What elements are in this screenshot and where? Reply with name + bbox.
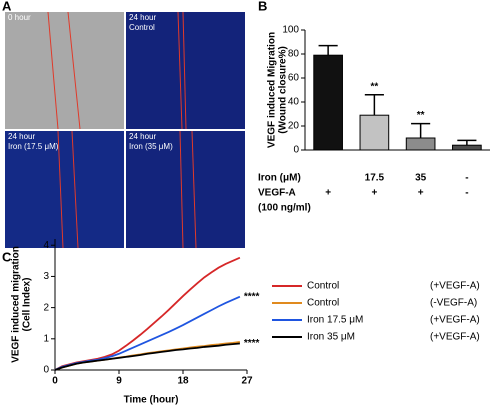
bar: [405, 137, 436, 151]
panel-label: A: [2, 0, 12, 13]
y-axis-label: VEGF induced migration: [11, 246, 22, 363]
legend-label: Control: [307, 298, 339, 309]
y-axis-label: VEGF induced Migration: [267, 32, 278, 148]
image-label: 24 hour: [129, 132, 156, 141]
y-axis-label: (Cell Index): [22, 278, 33, 332]
x-tick-label: 0: [52, 376, 58, 387]
x-table-cell: 17.5: [365, 173, 385, 184]
y-tick-label: 60: [288, 73, 300, 84]
legend-condition: (+VEGF-A): [430, 315, 480, 326]
x-table-cell: +: [371, 188, 377, 199]
y-tick-label: 1: [43, 333, 49, 344]
series-line: [54, 295, 241, 371]
x-table-cell: -: [465, 173, 468, 184]
y-tick-label: 3: [43, 271, 49, 282]
bar: [452, 144, 482, 151]
y-tick-label: 0: [43, 365, 49, 376]
significance: ****: [244, 338, 260, 349]
panel-label: C: [2, 249, 12, 264]
bar: [359, 114, 390, 151]
image-label: 24 hour: [8, 132, 35, 141]
panel-a-images: 0 hour 24 hour Control 24 hour Iron (17.…: [5, 11, 245, 249]
image-label: 0 hour: [8, 13, 31, 22]
x-table-cell: 35: [415, 173, 427, 184]
y-tick-label: 20: [288, 121, 300, 132]
wound-edge: [182, 11, 187, 130]
wound-edge: [47, 11, 59, 130]
wound-edge: [179, 130, 184, 249]
panel-label: B: [258, 0, 267, 13]
x-table-row-label: VEGF-A: [258, 188, 296, 199]
y-tick-label: 0: [293, 145, 299, 156]
significance: **: [370, 81, 378, 92]
x-tick-label: 27: [241, 376, 253, 387]
image-label: 24 hour: [129, 13, 156, 22]
x-axis-label: Time (hour): [124, 395, 179, 406]
x-tick-label: 9: [116, 376, 122, 387]
image-label: Iron (35 μM): [129, 142, 173, 151]
significance: **: [417, 110, 425, 121]
y-tick-label: 80: [288, 49, 300, 60]
x-table-row-label: Iron (μM): [258, 173, 301, 184]
x-table-cell: +: [325, 188, 331, 199]
image-label: Iron (17.5 μM): [8, 142, 59, 151]
image-label: Control: [129, 23, 155, 32]
series-line: [54, 342, 240, 371]
significance: ****: [244, 291, 260, 302]
wound-edge: [57, 130, 64, 249]
wound-edge: [191, 130, 197, 249]
legend-label: Iron 35 μM: [307, 332, 355, 343]
y-tick-label: 100: [282, 25, 299, 36]
wound-edge: [67, 11, 81, 130]
y-tick-label: 2: [43, 302, 49, 313]
image: [126, 131, 245, 248]
x-table-cell: -: [465, 188, 468, 199]
image: [5, 131, 124, 248]
legend-condition: (+VEGF-A): [430, 281, 480, 292]
x-table-row-label: (100 ng/ml): [258, 203, 311, 214]
y-axis-label: (Wound closure%): [278, 46, 289, 134]
legend-condition: (+VEGF-A): [430, 332, 480, 343]
legend-label: Control: [307, 281, 339, 292]
y-tick-label: 40: [288, 97, 300, 108]
wound-edge: [177, 11, 183, 130]
x-tick-label: 18: [177, 376, 189, 387]
image: [5, 12, 124, 129]
y-tick-label: 4: [43, 240, 49, 251]
bar: [313, 54, 343, 151]
legend-condition: (-VEGF-A): [430, 298, 477, 309]
x-table-cell: +: [418, 188, 424, 199]
wound-edge: [71, 130, 79, 249]
legend-label: Iron 17.5 μM: [307, 315, 363, 326]
